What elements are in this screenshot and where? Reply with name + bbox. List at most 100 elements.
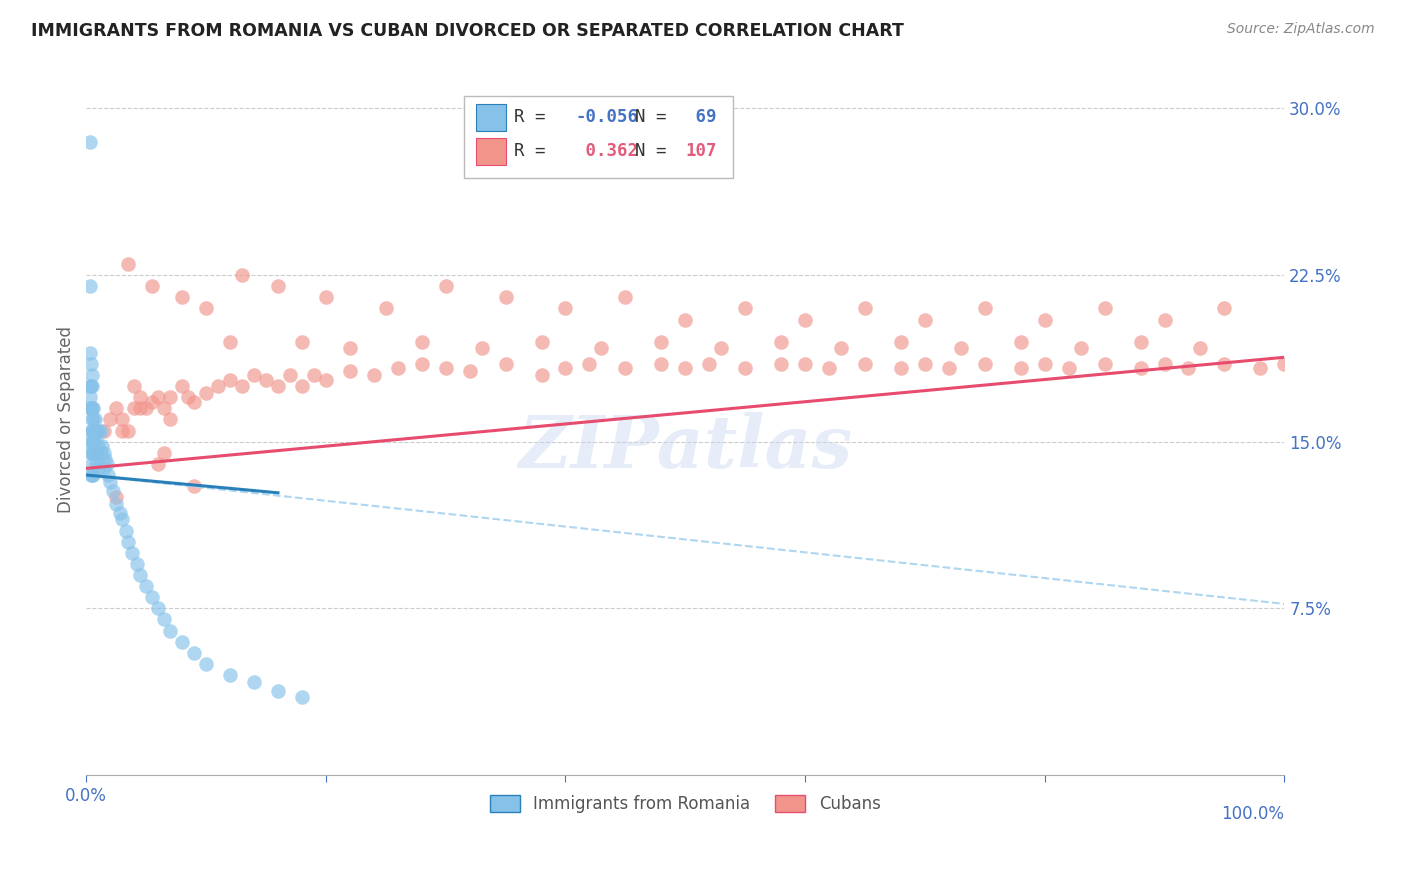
Point <box>1213 357 1236 371</box>
Point <box>853 301 876 316</box>
Point <box>471 342 494 356</box>
Point <box>96 457 118 471</box>
Point <box>207 379 229 393</box>
Point <box>554 301 576 316</box>
Point <box>890 361 912 376</box>
Point <box>770 334 793 349</box>
Point <box>159 412 181 426</box>
Point <box>614 361 637 376</box>
Point <box>90 424 112 438</box>
Point <box>117 534 139 549</box>
Point <box>254 372 277 386</box>
Point <box>1094 301 1116 316</box>
Point <box>291 379 314 393</box>
Point <box>411 357 433 371</box>
Point <box>82 446 104 460</box>
Point <box>697 357 720 371</box>
Point <box>914 312 936 326</box>
Point <box>650 334 672 349</box>
Point <box>114 524 136 538</box>
Point <box>794 357 817 371</box>
Point <box>79 135 101 149</box>
Legend: Immigrants from Romania, Cubans: Immigrants from Romania, Cubans <box>484 789 887 820</box>
Point <box>1189 342 1212 356</box>
Point <box>177 390 200 404</box>
Point <box>83 446 105 460</box>
Point <box>278 368 301 382</box>
Point <box>84 446 107 460</box>
Point <box>172 634 194 648</box>
Point <box>1010 361 1032 376</box>
Point <box>80 468 103 483</box>
Point <box>82 401 104 416</box>
Point <box>1057 361 1080 376</box>
Point <box>195 385 218 400</box>
Point <box>973 301 995 316</box>
Point <box>1094 357 1116 371</box>
Point <box>267 379 290 393</box>
Point <box>1010 334 1032 349</box>
Point <box>82 457 104 471</box>
Point <box>1153 312 1175 326</box>
Point <box>86 446 108 460</box>
Point <box>1033 312 1056 326</box>
Point <box>84 457 107 471</box>
Point <box>434 279 457 293</box>
Point <box>121 546 143 560</box>
Point <box>135 401 157 416</box>
Point <box>82 401 104 416</box>
Point <box>1070 342 1092 356</box>
Point <box>794 312 817 326</box>
Point <box>434 361 457 376</box>
Point <box>94 452 117 467</box>
Point <box>122 379 145 393</box>
Point <box>159 624 181 638</box>
Point <box>84 424 107 438</box>
Point <box>219 668 242 682</box>
Point <box>853 357 876 371</box>
Point <box>219 334 242 349</box>
Point <box>82 434 104 449</box>
Point <box>79 390 101 404</box>
Point <box>93 446 115 460</box>
Point <box>80 434 103 449</box>
Point <box>80 401 103 416</box>
Point <box>734 301 756 316</box>
Point <box>79 379 101 393</box>
Text: N =: N = <box>636 108 676 127</box>
Point <box>183 479 205 493</box>
Point <box>79 279 101 293</box>
Point <box>146 390 169 404</box>
Point <box>1177 361 1199 376</box>
Point <box>82 468 104 483</box>
Point <box>153 446 176 460</box>
Point <box>87 461 110 475</box>
Point <box>1249 361 1271 376</box>
Text: ZIPatlas: ZIPatlas <box>519 412 852 483</box>
Point <box>949 342 972 356</box>
Text: N =: N = <box>636 143 676 161</box>
Point <box>1129 334 1152 349</box>
Point <box>267 279 290 293</box>
Point <box>83 412 105 426</box>
FancyBboxPatch shape <box>475 138 506 165</box>
Point <box>105 497 128 511</box>
Point <box>267 683 290 698</box>
Point <box>243 674 266 689</box>
Point <box>117 257 139 271</box>
Point <box>315 372 337 386</box>
Point <box>830 342 852 356</box>
Point <box>97 468 120 483</box>
Point <box>98 475 121 489</box>
Point <box>734 361 756 376</box>
Point <box>111 412 134 426</box>
Point <box>914 357 936 371</box>
Point <box>195 657 218 671</box>
Point <box>108 506 131 520</box>
Point <box>938 361 960 376</box>
Point <box>90 439 112 453</box>
Point <box>129 390 152 404</box>
FancyBboxPatch shape <box>464 96 733 178</box>
Point <box>1033 357 1056 371</box>
Point <box>591 342 613 356</box>
